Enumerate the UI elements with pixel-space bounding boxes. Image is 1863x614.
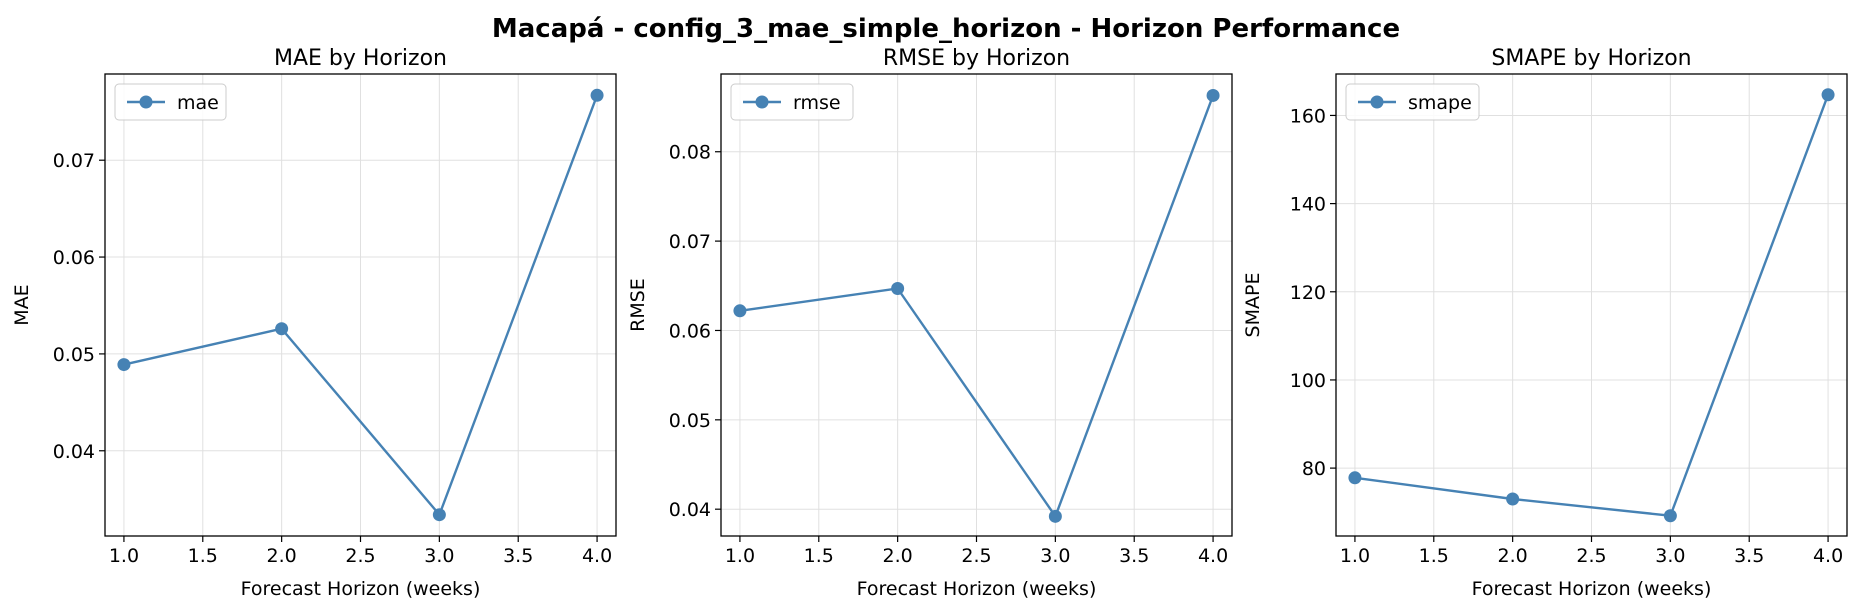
legend-marker	[139, 95, 153, 109]
data-point	[275, 322, 289, 336]
x-axis-label: Forecast Horizon (weeks)	[241, 578, 481, 600]
x-tick-label: 1.5	[804, 545, 834, 567]
subplot-smape: 1.0 1.5 2.0 2.5 3.0 3.5 4.0 80 100 120 140 160 smape…	[1242, 46, 1848, 600]
y-tick-label: 80	[1302, 458, 1326, 480]
legend: rmse	[730, 83, 854, 121]
y-axis-label: RMSE	[627, 278, 649, 332]
y-tick-label: 140	[1290, 194, 1326, 216]
y-tick-label: 0.06	[53, 247, 95, 269]
data-point	[1348, 471, 1362, 485]
y-tick-label: 100	[1290, 370, 1326, 392]
y-tick-label: 0.04	[53, 441, 95, 463]
legend: smape	[1345, 83, 1480, 121]
legend-box	[730, 83, 854, 121]
x-tick-label: 3.5	[503, 545, 533, 567]
y-tick-label: 160	[1290, 105, 1326, 127]
data-point	[432, 508, 446, 522]
x-tick-label: 3.0	[1040, 545, 1070, 567]
x-tick-label: 3.5	[1734, 545, 1764, 567]
data-point	[1206, 88, 1220, 102]
axes-frame	[104, 73, 617, 537]
legend-marker	[1370, 95, 1384, 109]
subplot-mae: 1.0 1.5 2.0 2.5 3.0 3.5 4.0 0.04 0.05 0.06 0.07 mae…	[11, 46, 617, 600]
x-axis-label: Forecast Horizon (weeks)	[857, 578, 1097, 600]
y-tick-label: 0.08	[669, 142, 711, 164]
x-tick-label: 2.0	[1498, 545, 1528, 567]
x-tick-label: 3.0	[424, 545, 454, 567]
y-tick-label: 0.07	[53, 150, 95, 172]
subplot-title: SMAPE by Horizon	[1491, 46, 1691, 71]
axes-frame	[1335, 73, 1848, 537]
legend-marker	[755, 95, 769, 109]
y-tick-label: 0.06	[669, 320, 711, 342]
data-point	[117, 358, 131, 372]
y-tick-label: 120	[1290, 282, 1326, 304]
x-tick-label: 1.0	[109, 545, 139, 567]
y-axis-label: MAE	[11, 284, 33, 325]
x-axis-label: Forecast Horizon (weeks)	[1472, 578, 1712, 600]
x-tick-label: 2.5	[1576, 545, 1606, 567]
x-tick-label: 2.5	[961, 545, 991, 567]
figure-title: Macapá - config_3_mae_simple_horizon - H…	[492, 14, 1400, 44]
data-point	[891, 281, 905, 295]
x-tick-label: 2.0	[267, 545, 297, 567]
subplot-title: RMSE by Horizon	[883, 46, 1070, 71]
subplot-rmse: 1.0 1.5 2.0 2.5 3.0 3.5 4.0 0.04 0.05 0.06 0.07 0.0…	[627, 46, 1233, 600]
series-line-mae	[123, 94, 599, 518]
data-point	[733, 304, 747, 318]
y-tick-label: 0.05	[669, 410, 711, 432]
x-tick-label: 1.0	[1340, 545, 1370, 567]
data-point	[1663, 509, 1677, 523]
y-tick-label: 0.04	[669, 499, 711, 521]
x-tick-label: 3.5	[1119, 545, 1149, 567]
legend: mae	[114, 83, 227, 121]
x-tick-label: 1.5	[1419, 545, 1449, 567]
data-point	[590, 88, 604, 102]
series-line-smape	[1354, 94, 1830, 517]
data-point	[1048, 509, 1062, 523]
legend-label: mae	[177, 92, 219, 114]
series-line-rmse	[739, 94, 1215, 519]
legend-box	[1345, 83, 1480, 121]
x-tick-label: 4.0	[1813, 545, 1843, 567]
data-point	[1821, 88, 1835, 102]
x-tick-label: 3.0	[1655, 545, 1685, 567]
subplots: 1.0 1.5 2.0 2.5 3.0 3.5 4.0 0.04 0.05 0.06 0.07 mae…	[11, 46, 1848, 600]
x-tick-label: 2.0	[883, 545, 913, 567]
y-axis-label: SMAPE	[1242, 273, 1264, 338]
data-point	[1506, 492, 1520, 506]
x-tick-label: 1.5	[188, 545, 218, 567]
y-tick-label: 0.05	[53, 344, 95, 366]
x-tick-label: 2.5	[345, 545, 375, 567]
y-tick-label: 0.07	[669, 231, 711, 253]
legend-box	[114, 83, 227, 121]
legend-label: smape	[1408, 92, 1472, 114]
x-tick-label: 1.0	[725, 545, 755, 567]
subplot-title: MAE by Horizon	[274, 46, 447, 71]
x-tick-label: 4.0	[1198, 545, 1228, 567]
axes-frame	[720, 73, 1233, 537]
x-tick-label: 4.0	[582, 545, 612, 567]
legend-label: rmse	[793, 92, 841, 114]
